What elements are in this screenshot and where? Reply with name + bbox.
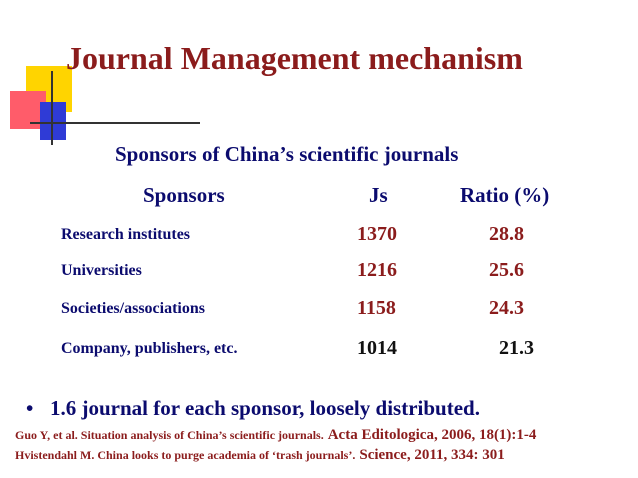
sponsor-js-count: 1370: [357, 223, 397, 245]
table-row: Company, publishers, etc. 1014 21.3: [0, 336, 638, 366]
reference-2: Hvistendahl M. China looks to purge acad…: [15, 446, 505, 464]
table-row: Research institutes 1370 28.8: [0, 222, 638, 252]
sponsor-name: Research institutes: [61, 226, 191, 243]
sponsor-name: Universities: [61, 262, 142, 279]
sponsor-name: Societies/associations: [61, 300, 205, 317]
sponsor-js-count: 1014: [357, 337, 397, 359]
reference-authors: Guo Y, et al. Situation analysis of Chin…: [15, 428, 324, 442]
table-row: Societies/associations 1158 24.3: [0, 296, 638, 326]
decorative-horizontal-line: [30, 122, 200, 124]
sponsor-name: Company, publishers, etc.: [61, 340, 238, 357]
table-row: Universities 1216 25.6: [0, 258, 638, 288]
header-js: Js: [369, 183, 388, 207]
sponsor-ratio: 24.3: [489, 297, 524, 319]
reference-authors: Hvistendahl M. China looks to purge acad…: [15, 448, 356, 462]
sponsor-ratio: 21.3: [499, 337, 534, 359]
bullet-text: 1.6 journal for each sponsor, loosely di…: [50, 396, 480, 420]
table-subtitle: Sponsors of China’s scientific journals: [115, 142, 459, 166]
sponsor-js-count: 1158: [357, 297, 396, 319]
slide-title: Journal Management mechanism: [66, 40, 523, 76]
bullet-point: • 1.6 journal for each sponsor, loosely d…: [26, 396, 480, 421]
header-sponsors: Sponsors: [143, 183, 225, 207]
bullet-icon: •: [26, 396, 34, 420]
sponsor-js-count: 1216: [357, 259, 397, 281]
sponsor-ratio: 25.6: [489, 259, 524, 281]
decorative-vertical-line: [51, 71, 53, 145]
reference-source: Acta Editologica, 2006, 18(1):1-4: [327, 427, 537, 443]
reference-source: Science, 2011, 334: 301: [359, 447, 505, 463]
header-ratio: Ratio (%): [460, 183, 550, 207]
sponsor-ratio: 28.8: [489, 223, 524, 245]
reference-1: Guo Y, et al. Situation analysis of Chin…: [15, 426, 536, 444]
decorative-blue-square: [40, 102, 66, 140]
